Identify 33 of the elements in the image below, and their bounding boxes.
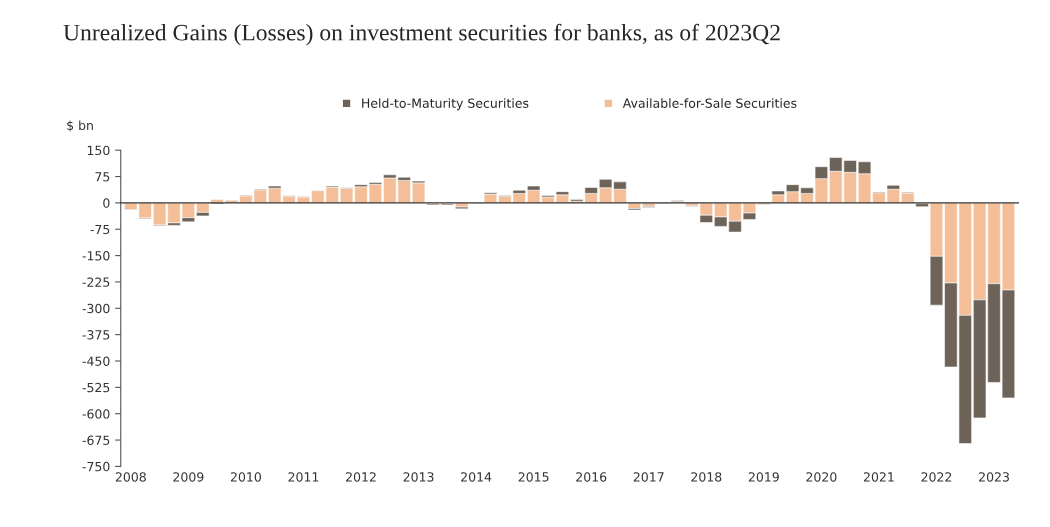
legend-label: Available-for-Sale Securities bbox=[622, 98, 797, 108]
x-tick-label: 2012 bbox=[346, 472, 376, 482]
x-tick-label: 2018 bbox=[691, 472, 722, 482]
x-tick-label: 2014 bbox=[461, 472, 492, 482]
x-tick-label: 2019 bbox=[748, 472, 779, 482]
x-tick-label: 2023 bbox=[979, 472, 1009, 482]
x-tick-label: 2008 bbox=[115, 472, 146, 482]
x-tick-label: 2013 bbox=[403, 472, 434, 482]
x-tick-label: 2022 bbox=[921, 472, 952, 482]
y-tick-label: 0 bbox=[103, 198, 110, 208]
x-tick-label: 2009 bbox=[173, 472, 204, 482]
x-tick-label: 2015 bbox=[518, 472, 549, 482]
legend-label: Held-to-Maturity Securities bbox=[362, 98, 529, 111]
y-tick-label: -300 bbox=[82, 303, 110, 314]
y-tick-label: -225 bbox=[82, 277, 110, 287]
y-tick-label: 150 bbox=[87, 145, 110, 156]
y-tick-label: -750 bbox=[82, 461, 110, 472]
x-tick-label: 2011 bbox=[288, 472, 319, 482]
y-tick-label: -600 bbox=[82, 409, 110, 419]
chart-title: Unrealized Gains (Losses) on investment securities for banks, as of 2023Q2 bbox=[63, 23, 780, 46]
x-tick-label: 2021 bbox=[863, 472, 894, 482]
y-tick-label: -450 bbox=[82, 356, 110, 366]
y-tick-label: -675 bbox=[82, 435, 110, 445]
y-tick-label: -375 bbox=[82, 330, 110, 340]
y-axis-title: $ bn bbox=[67, 120, 93, 132]
y-tick-label: -525 bbox=[82, 382, 110, 393]
x-tick-label: 2010 bbox=[230, 472, 261, 482]
y-tick-label: 75 bbox=[95, 172, 110, 182]
y-tick-label: -150 bbox=[82, 251, 110, 261]
x-tick-label: 2020 bbox=[806, 472, 837, 482]
x-tick-label: 2017 bbox=[633, 472, 664, 482]
y-tick-label: -75 bbox=[90, 224, 110, 235]
x-tick-label: 2016 bbox=[576, 472, 607, 482]
